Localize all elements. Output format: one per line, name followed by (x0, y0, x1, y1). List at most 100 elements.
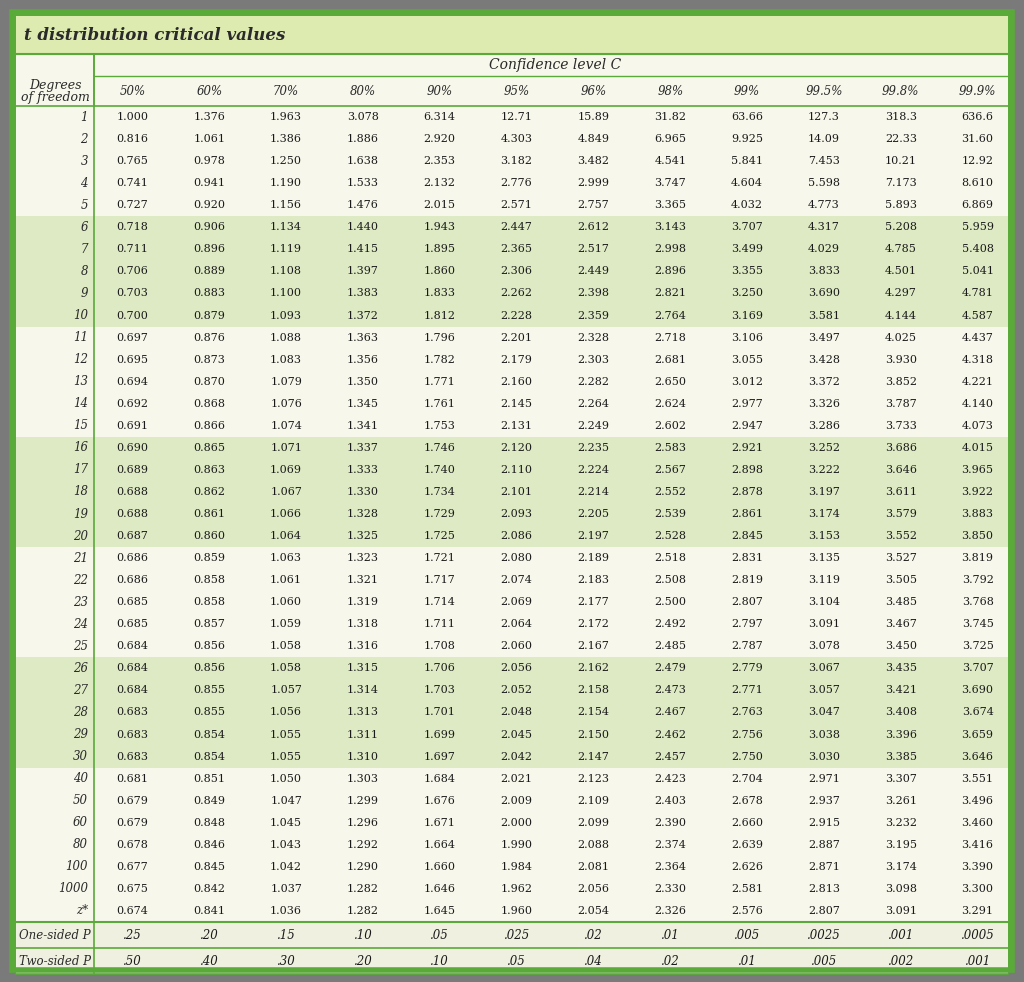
Text: 1.319: 1.319 (347, 597, 379, 607)
Text: 2.264: 2.264 (578, 399, 609, 409)
Text: 0.706: 0.706 (117, 266, 148, 276)
Text: .0005: .0005 (961, 929, 994, 942)
Text: 0.686: 0.686 (117, 553, 148, 563)
Text: 1.645: 1.645 (424, 906, 456, 916)
Text: 0.854: 0.854 (194, 730, 225, 739)
Text: 3.883: 3.883 (962, 509, 993, 519)
Text: 2.048: 2.048 (501, 707, 532, 718)
Text: 3.707: 3.707 (962, 664, 993, 674)
Text: Two-sided P: Two-sided P (19, 955, 91, 967)
Bar (16, 635, 1008, 657)
Text: 3.690: 3.690 (808, 289, 840, 299)
Text: 3: 3 (81, 154, 88, 168)
Text: 2.000: 2.000 (501, 818, 532, 828)
Text: .005: .005 (734, 929, 760, 942)
Bar (16, 856, 1008, 878)
Text: 2.042: 2.042 (501, 751, 532, 762)
Text: 6.314: 6.314 (424, 112, 456, 122)
Text: 0.683: 0.683 (117, 707, 148, 718)
Text: 0.687: 0.687 (117, 531, 148, 541)
Text: 2.998: 2.998 (654, 245, 686, 254)
Text: 10: 10 (73, 309, 88, 322)
Text: 0.842: 0.842 (194, 884, 225, 894)
Text: 2.099: 2.099 (578, 818, 609, 828)
Text: 3.787: 3.787 (885, 399, 916, 409)
Text: .001: .001 (888, 929, 913, 942)
Bar (16, 745, 1008, 768)
Text: 3.195: 3.195 (885, 840, 916, 849)
Text: 0.675: 0.675 (117, 884, 148, 894)
Text: 2.763: 2.763 (731, 707, 763, 718)
Text: 1.397: 1.397 (347, 266, 379, 276)
Text: .005: .005 (811, 955, 837, 967)
Text: 2.447: 2.447 (501, 222, 532, 233)
Text: .10: .10 (430, 955, 450, 967)
Text: 3.421: 3.421 (885, 685, 916, 695)
Text: 1.071: 1.071 (270, 443, 302, 453)
Text: 0.692: 0.692 (117, 399, 148, 409)
Text: 3.047: 3.047 (808, 707, 840, 718)
Text: 1.960: 1.960 (501, 906, 532, 916)
Text: 2.052: 2.052 (501, 685, 532, 695)
Text: 2.887: 2.887 (808, 840, 840, 849)
Text: 2.390: 2.390 (654, 818, 686, 828)
Text: 2.365: 2.365 (501, 245, 532, 254)
Text: 3.153: 3.153 (808, 531, 840, 541)
Text: 0.700: 0.700 (117, 310, 148, 320)
Text: 0.684: 0.684 (117, 641, 148, 651)
Text: 2.999: 2.999 (578, 178, 609, 189)
Text: 3.659: 3.659 (962, 730, 993, 739)
Text: 14: 14 (73, 398, 88, 410)
Bar (16, 525, 1008, 547)
Text: 1.303: 1.303 (347, 774, 379, 784)
Text: 3.674: 3.674 (962, 707, 993, 718)
Bar (16, 128, 1008, 150)
Bar (16, 16, 1008, 54)
Bar (16, 680, 1008, 701)
Text: 2.179: 2.179 (501, 355, 532, 364)
Text: 1.717: 1.717 (424, 575, 456, 585)
Text: 3.485: 3.485 (885, 597, 916, 607)
Text: 0.841: 0.841 (194, 906, 225, 916)
Text: 1.000: 1.000 (117, 112, 148, 122)
Text: 1.093: 1.093 (270, 310, 302, 320)
Text: 2.197: 2.197 (578, 531, 609, 541)
Text: 80: 80 (73, 839, 88, 851)
Text: .02: .02 (584, 929, 603, 942)
Text: 2.518: 2.518 (654, 553, 686, 563)
Text: 5.841: 5.841 (731, 156, 763, 166)
Text: 1.746: 1.746 (424, 443, 456, 453)
Text: .05: .05 (507, 955, 526, 967)
Text: 2.282: 2.282 (578, 377, 609, 387)
Text: 0.920: 0.920 (194, 200, 225, 210)
Text: 2.539: 2.539 (654, 509, 686, 519)
Bar (16, 54, 1008, 76)
Text: t distribution critical values: t distribution critical values (24, 27, 286, 43)
Text: 2.756: 2.756 (731, 730, 763, 739)
Text: 1.895: 1.895 (424, 245, 456, 254)
Text: 3.646: 3.646 (962, 751, 993, 762)
Text: 1.057: 1.057 (270, 685, 302, 695)
Text: 1.706: 1.706 (424, 664, 456, 674)
Text: 2.353: 2.353 (424, 156, 456, 166)
Text: 2.898: 2.898 (731, 464, 763, 475)
Bar (16, 768, 1008, 790)
Text: 1.386: 1.386 (270, 135, 302, 144)
Text: 13: 13 (73, 375, 88, 388)
Text: 2.517: 2.517 (578, 245, 609, 254)
Text: 2.214: 2.214 (578, 487, 609, 497)
Text: 2.776: 2.776 (501, 178, 532, 189)
Text: 4.029: 4.029 (808, 245, 840, 254)
Text: 1.328: 1.328 (347, 509, 379, 519)
Text: 0.889: 0.889 (194, 266, 225, 276)
Text: .01: .01 (737, 955, 757, 967)
Text: 0.711: 0.711 (117, 245, 148, 254)
Text: 0.686: 0.686 (117, 575, 148, 585)
Bar (16, 414, 1008, 437)
Text: 4.781: 4.781 (962, 289, 993, 299)
Bar (16, 724, 1008, 745)
Text: 1.299: 1.299 (347, 795, 379, 805)
Text: 2.145: 2.145 (501, 399, 532, 409)
Text: 1.250: 1.250 (270, 156, 302, 166)
Text: .002: .002 (888, 955, 913, 967)
